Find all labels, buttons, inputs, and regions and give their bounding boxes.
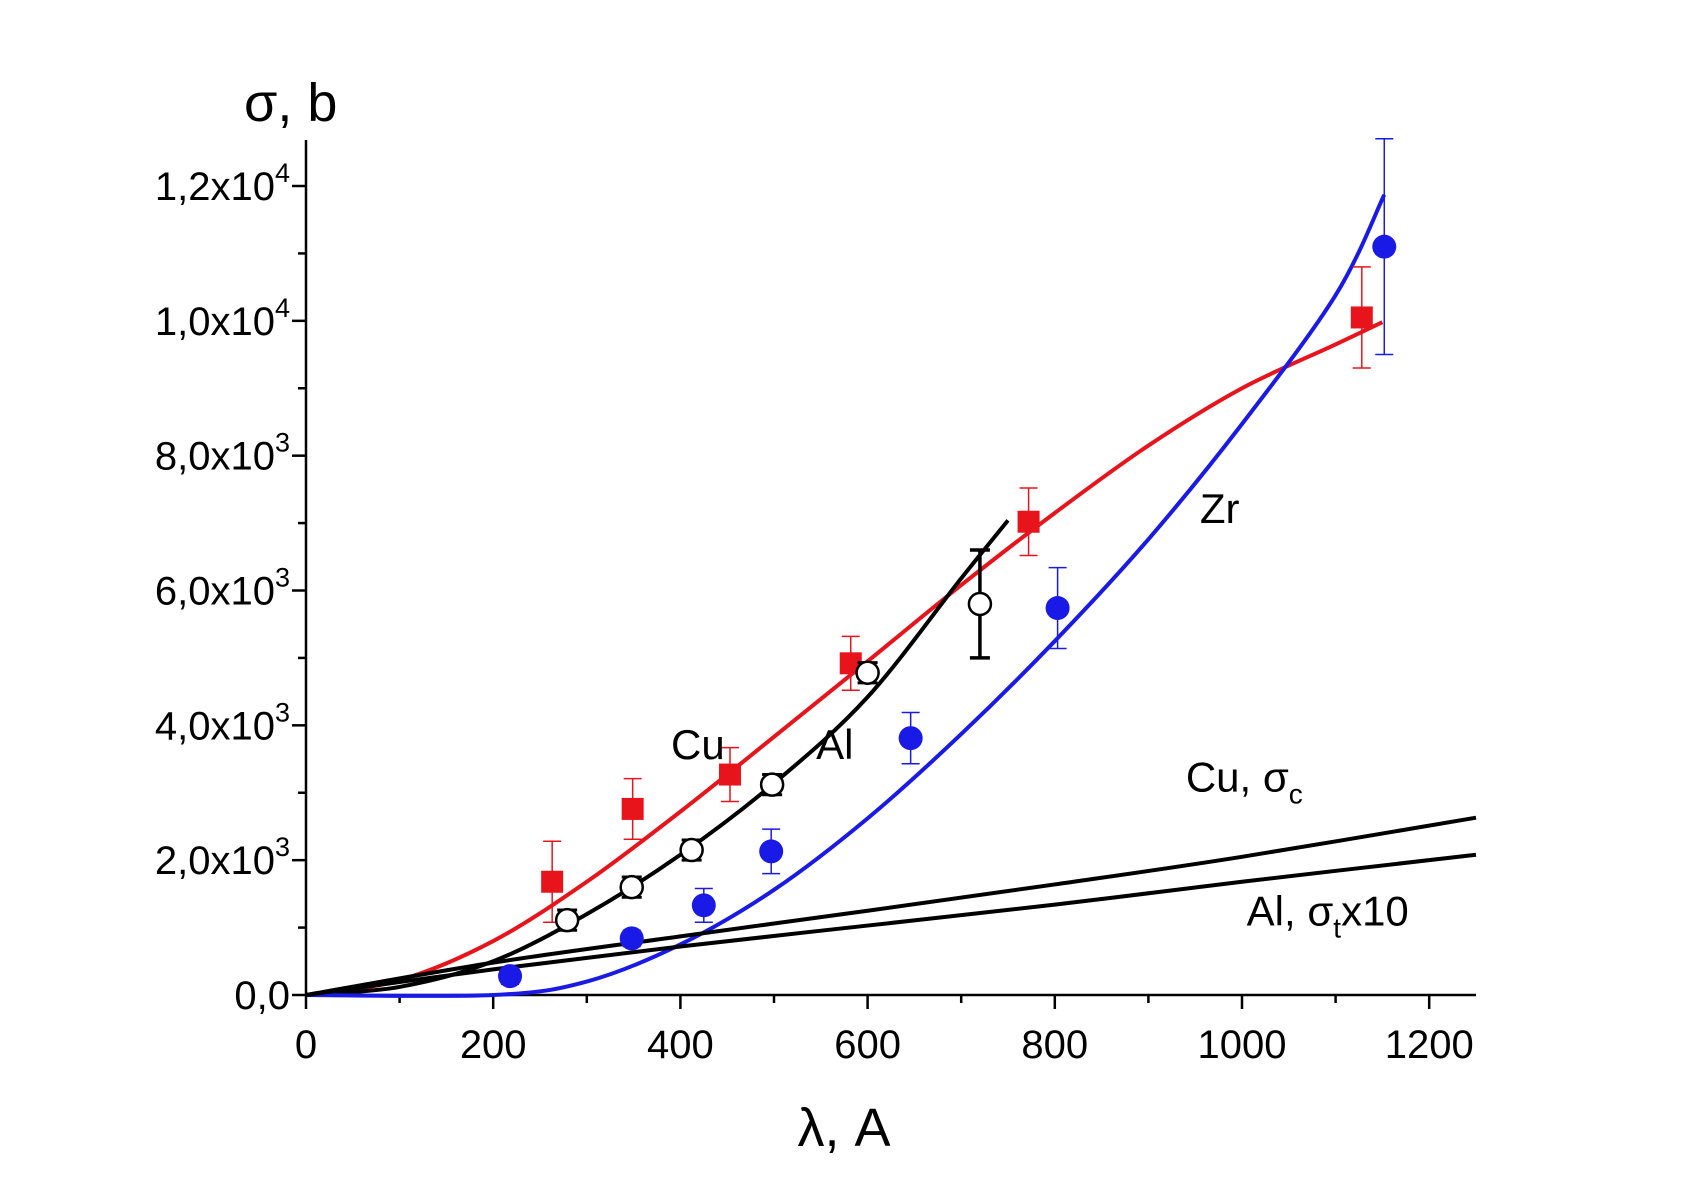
point-al: [554, 907, 580, 933]
x-axis-title: λ, A: [797, 1098, 890, 1158]
point-zr: [1372, 234, 1397, 259]
point-cu: [1350, 306, 1373, 329]
point-al: [759, 772, 785, 797]
y-tick-label: 6,0x103: [155, 563, 290, 614]
annotation-label: Al: [816, 721, 853, 768]
annotation-label: Cu: [671, 721, 725, 768]
annotation-label: Zr: [1200, 485, 1240, 532]
labels: Cu Al Zr Cu, σc Al, σtx10: [671, 485, 1409, 943]
point-zr: [619, 926, 644, 951]
point-cu: [1017, 510, 1040, 533]
point-al: [619, 874, 644, 900]
fit-curves: [305, 193, 1477, 998]
point-al: [679, 837, 704, 863]
curve-al: [305, 519, 1010, 997]
curve-zr: [305, 193, 1387, 998]
point-al: [855, 660, 880, 685]
x-tick-label: 0: [295, 1023, 317, 1067]
curve-cu-c: [305, 815, 1477, 997]
data-points: [498, 138, 1397, 989]
x-tick-label: 1200: [1385, 1023, 1474, 1067]
x-tick-label: 800: [1021, 1023, 1088, 1067]
point-zr: [759, 839, 784, 864]
y-tick-label: 2,0x103: [155, 832, 290, 883]
axes: 0 200 400 600 800 1000 1200 0,0 2,0x103 4,0x103 6,…: [155, 140, 1476, 1067]
y-tick-label: 8,0x103: [155, 428, 290, 479]
point-zr: [691, 893, 716, 918]
point-zr: [1045, 596, 1070, 621]
y-tick-label: 1,0x104: [155, 293, 290, 344]
point-cu: [621, 797, 644, 820]
x-tick-label: 600: [834, 1023, 901, 1067]
annotation-label: Al, σtx10: [1247, 888, 1409, 944]
x-tick-label: 1000: [1198, 1023, 1287, 1067]
point-cu: [719, 763, 742, 786]
y-tick-label: 1,2x104: [155, 158, 290, 209]
point-cu: [541, 870, 564, 893]
annotation-label: Cu, σc: [1186, 753, 1303, 809]
y-axis-title: σ, b: [244, 73, 337, 133]
point-al: [967, 591, 993, 617]
y-tick-label: 0,0: [234, 974, 290, 1018]
x-tick-label: 200: [460, 1023, 527, 1067]
curve-al-t-x10: [305, 852, 1477, 997]
y-tick-label: 4,0x103: [155, 697, 290, 748]
x-tick-label: 400: [647, 1023, 714, 1067]
point-zr: [898, 726, 923, 751]
point-zr: [498, 964, 523, 989]
